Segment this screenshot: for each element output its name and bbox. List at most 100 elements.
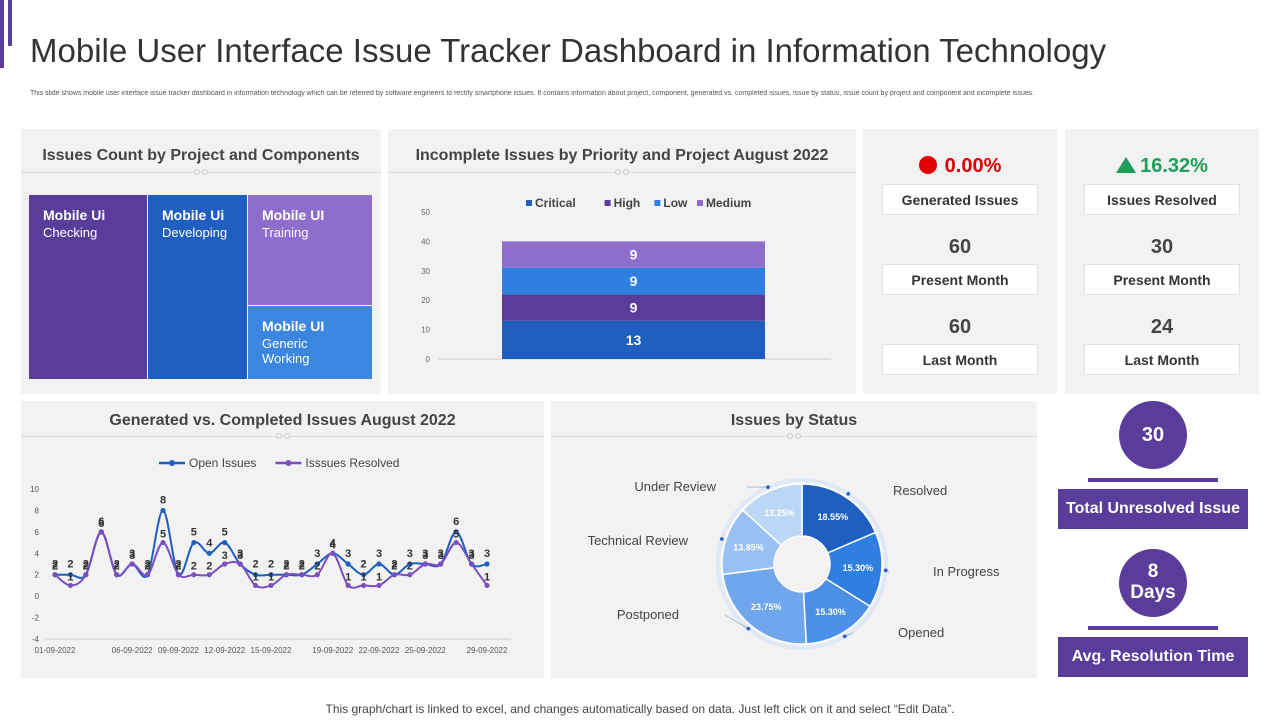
series-point-isssues-resolved (453, 539, 459, 546)
data-label-open-issues: 4 (330, 537, 337, 549)
data-label-isssues-resolved: 1 (67, 571, 73, 583)
data-label-open-issues: 2 (52, 559, 58, 571)
y-tick-label: 40 (421, 237, 430, 246)
unresolved-value: 30 (1141, 424, 1165, 446)
kpi-resolved-last-label: Last Month (1084, 344, 1240, 375)
series-point-open-issues (484, 561, 490, 567)
y-tick-label: 10 (30, 485, 39, 494)
x-tick-label: 15-09-2022 (251, 646, 292, 655)
issues-status-panel: Issues by Status 18.55% Resolved 15.30% In … (551, 401, 1037, 678)
series-point-isssues-resolved (237, 561, 243, 567)
kpi-generated-label: Generated Issues (882, 184, 1038, 215)
data-label-open-issues: 2 (145, 559, 151, 571)
data-label-isssues-resolved: 3 (222, 550, 228, 562)
series-point-isssues-resolved (407, 572, 413, 578)
data-label-open-issues: 2 (114, 559, 120, 571)
data-label-open-issues: 2 (283, 559, 289, 571)
x-tick-label: 12-09-2022 (204, 646, 245, 655)
y-tick-label: 0 (426, 355, 431, 364)
footer-note: This graph/chart is linked to excel, and… (325, 702, 955, 716)
series-point-isssues-resolved (438, 561, 444, 567)
series-point-isssues-resolved (283, 572, 290, 578)
series-point-isssues-resolved (484, 582, 490, 589)
data-label-open-issues: 3 (469, 548, 475, 560)
legend-swatch-low (654, 200, 661, 206)
issues-status-donut-chart[interactable]: 18.55% Resolved 15.30% In Progress 15.30% Ope… (551, 401, 1037, 678)
treemap-tile-developing[interactable]: Mobile Ui Developing (148, 195, 247, 379)
donut-value-label-resolved: 18.55% (818, 512, 849, 522)
y-tick-label: 4 (35, 549, 40, 558)
resolution-unit: Days (1130, 582, 1176, 603)
tile-subtitle: Training (262, 225, 309, 240)
kpi-resolved-panel: 16.32% Issues Resolved 30 Present Month … (1065, 129, 1259, 394)
y-tick-label: 30 (421, 267, 430, 276)
x-tick-label: 29-09-2022 (467, 646, 508, 655)
data-label-open-issues: 6 (98, 516, 104, 528)
series-point-open-issues (222, 539, 228, 546)
series-point-isssues-resolved (191, 572, 197, 578)
donut-leader-dot-opened (842, 634, 847, 639)
data-label-open-issues: 2 (299, 559, 305, 571)
legend-marker-isssues-resolved (285, 460, 292, 466)
data-label-isssues-resolved: 1 (253, 571, 259, 583)
data-label-open-issues: 3 (237, 548, 243, 560)
series-point-open-issues (314, 561, 320, 567)
x-tick-label: 06-09-2022 (112, 646, 153, 655)
data-label-isssues-resolved: 3 (422, 550, 428, 562)
donut-category-label-technical-review: Technical Review (588, 533, 689, 548)
legend-label-isssues-resolved: Isssues Resolved (305, 456, 399, 470)
donut-category-label-under-review: Under Review (634, 479, 716, 494)
treemap-panel: Issues Count by Project and Components M… (21, 129, 381, 394)
donut-category-label-resolved: Resolved (893, 483, 947, 498)
kpi-resolved-present-label: Present Month (1084, 264, 1240, 295)
treemap-title-rule (21, 169, 381, 175)
tile-subtitle: Checking (43, 225, 98, 240)
priority-chart-panel: Incomplete Issues by Priority and Projec… (388, 129, 856, 394)
treemap-tile-generic-working[interactable]: Mobile UI Generic Working (248, 306, 372, 379)
tile-subtitle: Developing (162, 225, 228, 240)
kpi-generated-last-label: Last Month (882, 344, 1038, 375)
priority-title-rule (388, 169, 856, 175)
series-point-isssues-resolved (67, 582, 74, 589)
page-subtitle: This slide shows mobile user interface i… (30, 90, 1035, 97)
treemap-tile-training[interactable]: Mobile UI Training (248, 195, 372, 305)
data-label-isssues-resolved: 5 (453, 529, 459, 541)
rule-ornament-icon (787, 433, 801, 439)
data-label-isssues-resolved: 6 (98, 518, 104, 530)
y-tick-label: -2 (32, 614, 40, 623)
accent-bar-outer (0, 0, 4, 68)
legend-swatch-critical (526, 200, 532, 206)
donut-slice-postponed (721, 566, 808, 645)
data-label-isssues-resolved: 1 (484, 571, 490, 583)
data-label-open-issues: 3 (129, 548, 135, 560)
data-label-isssues-resolved: 3 (237, 550, 243, 562)
y-tick-label: 50 (421, 208, 430, 217)
series-point-isssues-resolved (330, 550, 336, 556)
legend-swatch-high (604, 200, 611, 206)
bar-value-label-critical: 13 (626, 332, 642, 348)
legend-label-medium: Medium (706, 196, 751, 210)
kpi-resolved-last-value: 24 (1150, 316, 1174, 338)
data-label-isssues-resolved: 1 (268, 571, 274, 583)
series-point-isssues-resolved (83, 572, 89, 578)
data-label-open-issues: 2 (83, 559, 89, 571)
legend-label-high: High (614, 196, 641, 210)
y-tick-label: 8 (35, 506, 40, 515)
data-label-open-issues: 3 (345, 548, 351, 560)
priority-stacked-bar-chart[interactable]: 0 10 20 30 40 50 Critical High Low Medium 13 9 9 9 (388, 129, 856, 394)
rule-ornament-icon (194, 169, 208, 175)
series-point-isssues-resolved (144, 572, 151, 578)
series-point-isssues-resolved (252, 582, 259, 589)
data-label-isssues-resolved: 4 (330, 539, 337, 551)
treemap-tile-checking[interactable]: Mobile Ui Checking (29, 195, 147, 379)
series-point-isssues-resolved (376, 582, 382, 589)
y-tick-label: 2 (35, 571, 40, 580)
donut-leader-dot-under-review (766, 485, 770, 489)
x-tick-label: 09-09-2022 (158, 646, 199, 655)
series-point-open-issues (191, 539, 197, 546)
generated-completed-panel: Generated vs. Completed Issues August 20… (21, 401, 544, 678)
donut-value-label-in-progress: 15.30% (843, 563, 874, 573)
data-label-isssues-resolved: 2 (175, 561, 181, 573)
series-point-isssues-resolved (422, 561, 428, 567)
